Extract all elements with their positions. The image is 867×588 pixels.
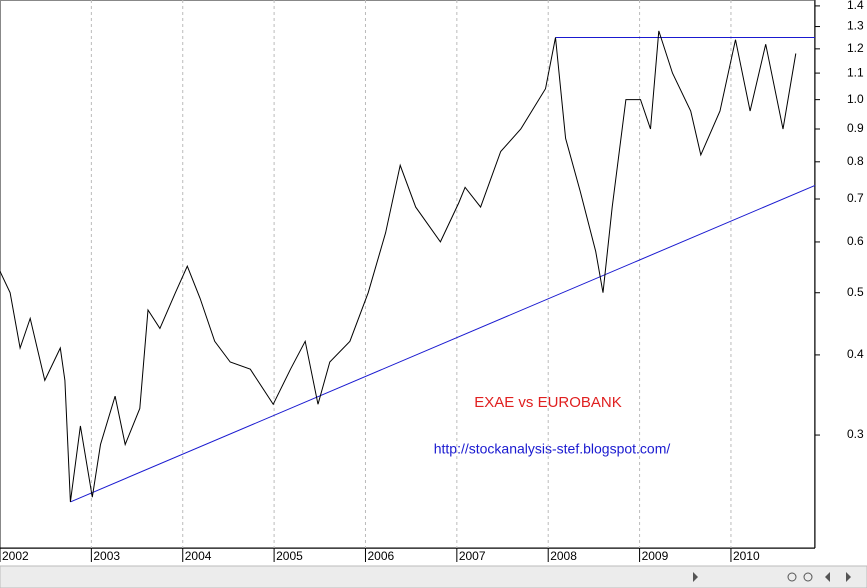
play-icon[interactable] xyxy=(693,572,698,582)
y-tick-label: 0.9 xyxy=(847,121,864,135)
x-tick-label: 2003 xyxy=(93,549,120,563)
y-tick-label: 0.6 xyxy=(847,234,864,248)
x-tick-label: 2010 xyxy=(733,549,760,563)
y-tick-label: 1.1 xyxy=(847,65,864,79)
zoom-out-icon[interactable] xyxy=(787,572,797,582)
trendline xyxy=(70,184,816,503)
y-tick-label: 1.2 xyxy=(847,41,864,55)
annotation: http://stockanalysis-stef.blogspot.com/ xyxy=(434,441,671,457)
x-tick-label: 2008 xyxy=(550,549,577,563)
y-tick-label: 1.0 xyxy=(847,92,864,106)
y-tick-label: 1.4 xyxy=(847,0,864,12)
y-tick-label: 0.4 xyxy=(847,347,864,361)
y-tick-label: 0.5 xyxy=(847,285,864,299)
x-tick-label: 2009 xyxy=(642,549,669,563)
x-tick-label: 2005 xyxy=(276,549,303,563)
price-line xyxy=(0,30,797,502)
x-tick-label: 2007 xyxy=(459,549,486,563)
toolbar xyxy=(0,565,867,588)
prev-icon[interactable] xyxy=(825,572,830,582)
next-icon[interactable] xyxy=(846,572,851,582)
x-tick-label: 2006 xyxy=(367,549,394,563)
y-tick-label: 1.3 xyxy=(847,19,864,33)
y-tick-label: 0.3 xyxy=(847,427,864,441)
zoom-in-icon[interactable] xyxy=(803,572,813,582)
y-tick-label: 0.7 xyxy=(847,191,864,205)
toolbar-icons xyxy=(693,572,851,582)
y-tick-label: 0.8 xyxy=(847,154,864,168)
x-tick-label: 2002 xyxy=(2,549,29,563)
x-tick-label: 2004 xyxy=(185,549,212,563)
